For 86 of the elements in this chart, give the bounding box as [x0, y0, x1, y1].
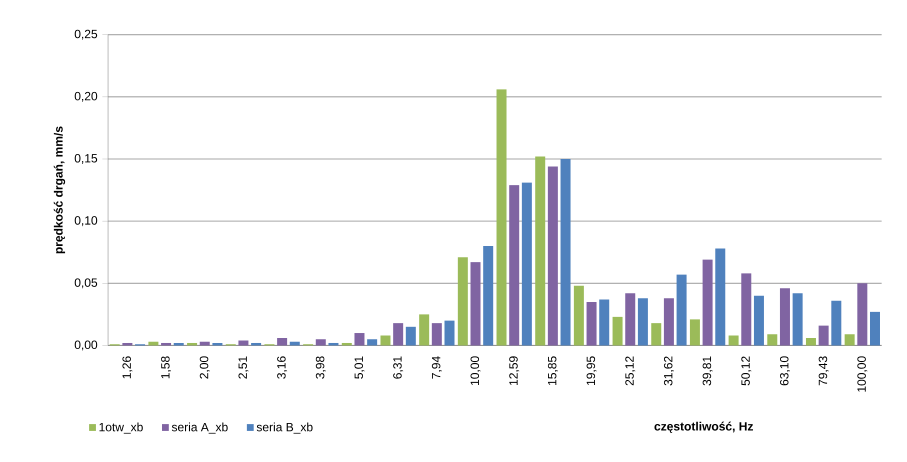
bar: [367, 339, 378, 346]
bar: [328, 343, 338, 346]
x-tick-label: 3,98: [316, 356, 326, 380]
bar: [148, 342, 158, 346]
x-tick-label: 1,58: [161, 356, 172, 379]
x-tick-label: 15,85: [548, 356, 558, 386]
bar: [277, 338, 288, 346]
x-tick-label: 2,51: [238, 356, 248, 379]
bar: [599, 300, 610, 346]
bar: [161, 343, 172, 346]
bar: [483, 246, 494, 346]
y-tick-label: 0,00: [74, 340, 98, 351]
bar: [574, 286, 584, 346]
bar: [316, 339, 326, 346]
bar: [238, 340, 248, 346]
bar: [625, 293, 636, 346]
bar: [831, 300, 842, 346]
y-tick-label: 0,15: [74, 154, 98, 164]
bar: [174, 343, 184, 346]
bar: [754, 296, 764, 346]
bar: [342, 343, 352, 346]
bar: [432, 323, 442, 346]
bar: [702, 260, 713, 346]
x-tick-label: 7,94: [432, 356, 442, 379]
y-tick-label: 0,10: [74, 216, 98, 226]
x-axis-title: częstotliwość, Hz: [654, 422, 753, 434]
x-tick-label: 6,31: [393, 356, 404, 379]
bar: [200, 342, 210, 346]
x-tick-label: 100,00: [857, 356, 868, 392]
y-tick-label: 0,05: [74, 278, 98, 289]
bar: [354, 333, 364, 346]
bar: [380, 336, 390, 346]
x-tick-label: 5,01: [354, 356, 364, 379]
x-tick-label: 12,59: [509, 356, 520, 386]
x-tick-label: 19,95: [586, 356, 597, 386]
bar: [715, 248, 726, 346]
x-tick-label: 39,81: [702, 356, 713, 386]
y-tick-label: 0,25: [74, 30, 98, 40]
x-tick-label: 63,10: [780, 356, 790, 386]
bar: [792, 293, 803, 346]
bar: [290, 342, 300, 346]
bar: [560, 159, 571, 346]
bar: [676, 274, 687, 346]
x-tick-label: 3,16: [277, 356, 288, 380]
bar: [651, 323, 662, 346]
bar: [509, 185, 520, 346]
bar: [664, 298, 674, 346]
bar: [844, 334, 855, 346]
x-tick-label: 50,12: [741, 356, 752, 386]
bar: [780, 288, 790, 346]
bar: [818, 326, 829, 346]
bar: [212, 343, 222, 346]
bar: [638, 298, 648, 346]
bar: [522, 182, 532, 346]
bar: [870, 312, 880, 346]
legend-label: 1otw_xb: [100, 422, 143, 434]
bar: [690, 320, 700, 346]
x-tick-label: 31,62: [664, 356, 674, 386]
bar: [767, 334, 778, 346]
legend-label: seria B_xb: [256, 422, 313, 434]
bar: [548, 166, 558, 346]
bar: [419, 314, 430, 346]
bar: [857, 284, 868, 346]
bar: [406, 327, 416, 346]
y-axis-title: prędkość drgań, mm/s: [54, 126, 66, 254]
bar: [444, 320, 455, 346]
bar: [251, 343, 262, 346]
bar: [728, 336, 739, 346]
y-tick-label: 0,20: [74, 92, 98, 102]
bar: [586, 302, 597, 346]
bar: [806, 338, 816, 346]
bar: [187, 343, 198, 346]
bar: [458, 257, 468, 346]
legend-label: seria A_xb: [172, 422, 228, 434]
x-tick-label: 25,12: [625, 356, 636, 386]
bar: [393, 323, 404, 346]
bar: [535, 156, 546, 346]
x-tick-label: 2,00: [200, 356, 210, 379]
bar: [470, 262, 481, 346]
bar: [741, 274, 752, 346]
x-tick-label: 79,43: [818, 356, 829, 386]
bar: [122, 343, 132, 346]
bar: [496, 90, 507, 346]
x-tick-label: 1,26: [122, 356, 132, 379]
bar: [612, 317, 623, 346]
x-tick-label: 10,00: [470, 356, 480, 386]
